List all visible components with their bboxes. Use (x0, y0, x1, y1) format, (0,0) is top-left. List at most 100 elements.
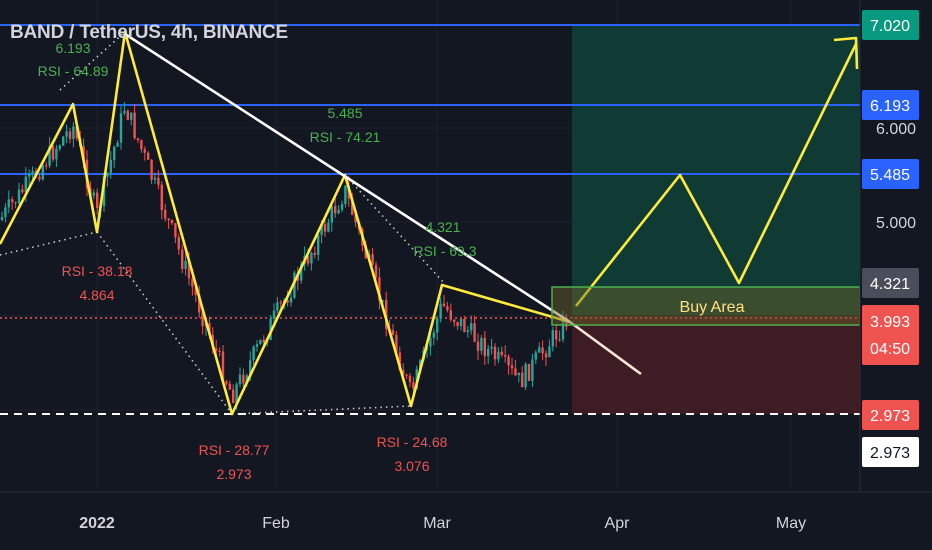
candle-body (517, 372, 520, 376)
candle-body (381, 300, 384, 302)
loss-zone (572, 316, 860, 414)
candle-body (41, 165, 44, 180)
candles (0, 102, 568, 410)
annotation-high3-rsi: RSI - 69.3 (413, 243, 476, 259)
candle-body (157, 177, 160, 185)
candle-body (330, 206, 333, 223)
candle-body (487, 348, 490, 357)
candle-body (313, 252, 316, 255)
candle-body (398, 352, 401, 371)
dotted-guide (96, 231, 233, 415)
candle-body (106, 172, 109, 177)
candle-body (293, 272, 296, 298)
candle-body (351, 198, 354, 215)
candle-body (459, 319, 463, 327)
candle-body (500, 351, 503, 356)
candle-body (143, 149, 146, 153)
price-badge-text: 4.321 (870, 276, 910, 293)
trendline-extension (569, 320, 642, 376)
annotation-high2-price: 5.485 (327, 105, 362, 121)
annotation-low1-rsi: RSI - 38.18 (62, 263, 133, 279)
current-price-badge (862, 305, 919, 365)
candle-body (177, 237, 180, 250)
candle-body (28, 173, 31, 177)
candle-body (14, 202, 17, 204)
candle-body (92, 192, 95, 196)
candle-body (133, 112, 136, 139)
candle-body (136, 138, 140, 141)
zigzag-pattern[interactable] (0, 30, 571, 416)
projection-path[interactable] (574, 43, 858, 307)
buy-area-zone[interactable] (551, 286, 861, 326)
candle-body (116, 142, 119, 147)
annotation-high1-rsi: RSI - 64.89 (38, 63, 109, 79)
candle-body (419, 360, 422, 370)
candle-body (272, 310, 276, 319)
dotted-guide (59, 31, 126, 91)
price-badge-text: 7.020 (870, 18, 910, 35)
candle-body (7, 199, 10, 208)
candle-body (191, 278, 194, 287)
candle-body (493, 346, 497, 360)
annotation-low1-price: 4.864 (79, 287, 114, 303)
candle-body (130, 112, 133, 120)
candle-body (252, 346, 255, 361)
symbol-title: BAND / TetherUS, 4h, BINANCE (10, 22, 289, 43)
candle-body (235, 384, 238, 403)
candle-body (456, 322, 459, 327)
candle-body (181, 249, 184, 269)
candle-body (344, 185, 347, 204)
candle-body (490, 346, 493, 349)
annotation-high2-rsi: RSI - 74.21 (310, 129, 381, 145)
candle-body (242, 374, 245, 384)
candle-body (412, 382, 415, 389)
price-badge-text: 6.193 (870, 98, 910, 115)
candle-body (238, 374, 242, 385)
candle-body (327, 222, 330, 232)
candle-body (483, 337, 486, 357)
candle-body (4, 207, 7, 218)
candle-body (524, 363, 527, 388)
candle-body (439, 303, 442, 319)
candle-body (58, 145, 61, 149)
time-tick-feb: Feb (262, 515, 290, 532)
candle-body (544, 353, 548, 358)
candle-body (232, 389, 235, 403)
candle-body (378, 277, 381, 301)
candle-body (167, 218, 170, 221)
candle-body (228, 383, 231, 390)
price-badge-4321 (862, 268, 919, 298)
candle-body (150, 159, 153, 180)
candle-body (279, 302, 282, 304)
candle-body (24, 176, 27, 193)
candle-body (453, 319, 456, 323)
profit-zone (572, 25, 860, 315)
candle-body (113, 146, 116, 160)
candle-body (62, 136, 65, 146)
candle-body (65, 131, 68, 137)
candle-body (187, 260, 191, 279)
candle-body (408, 375, 412, 383)
candle-body (306, 255, 310, 264)
candle-body (555, 330, 558, 340)
candle-body (442, 303, 446, 307)
candle-body (561, 317, 565, 340)
candle-body (470, 323, 473, 331)
candle-body (245, 375, 248, 384)
candle-body (174, 223, 177, 238)
descending-trendline[interactable] (124, 32, 571, 324)
time-tick-2022: 2022 (79, 515, 115, 532)
candle-body (289, 297, 293, 303)
candle-body (534, 352, 537, 360)
candle-body (147, 152, 150, 160)
candle-body (541, 347, 544, 354)
annotation-low3-rsi: RSI - 24.68 (377, 434, 448, 450)
candle-body (153, 177, 157, 180)
candle-body (374, 264, 378, 278)
candle-body (140, 140, 143, 150)
candle-body (68, 131, 72, 139)
candle-body (391, 330, 395, 335)
candle-body (276, 302, 279, 311)
